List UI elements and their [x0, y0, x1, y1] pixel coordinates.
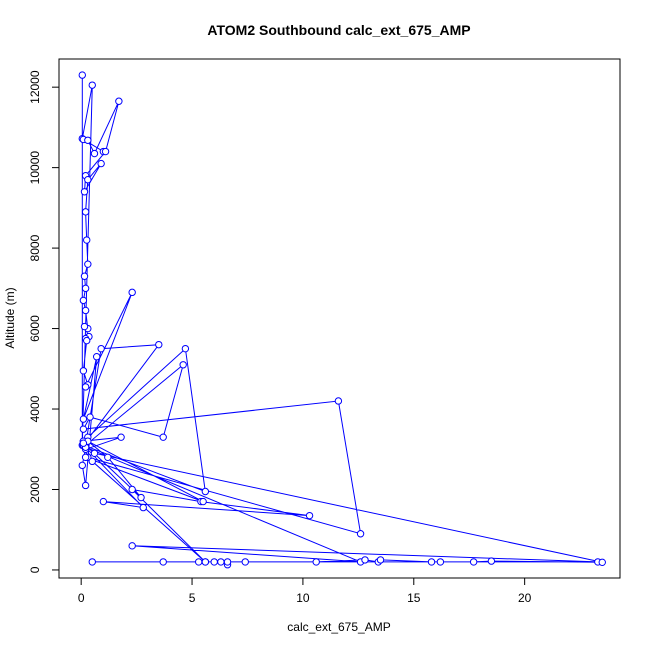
data-point — [223, 558, 232, 566]
data-point — [241, 558, 249, 566]
data-point — [104, 453, 112, 462]
data-point — [137, 493, 145, 502]
data-point — [101, 147, 110, 156]
data-point — [128, 542, 136, 550]
data-point — [79, 296, 88, 305]
y-axis: 0 2000 4000 6000 8000 10000 12000 — [28, 70, 60, 573]
data-point — [78, 461, 86, 470]
y-tick-label: 10000 — [28, 151, 42, 185]
data-point — [81, 453, 90, 462]
data-point — [90, 449, 99, 457]
data-point — [128, 288, 136, 297]
data-point — [88, 457, 96, 466]
data-point — [88, 81, 96, 89]
data-point — [81, 383, 90, 391]
x-tick-label: 10 — [296, 591, 310, 605]
data-point — [427, 558, 436, 566]
data-point — [80, 322, 89, 331]
data-point — [79, 439, 88, 447]
data-point — [159, 558, 167, 566]
data-point — [81, 208, 90, 216]
data-point — [79, 415, 88, 423]
data-point — [84, 175, 92, 184]
x-axis-label: calc_ext_675_AMP — [287, 620, 390, 634]
data-point — [84, 136, 92, 144]
data-point — [83, 336, 91, 345]
y-axis-label: Altitude (m) — [3, 287, 17, 348]
x-tick-label: 5 — [189, 591, 196, 605]
series-line — [81, 75, 603, 566]
data-point — [117, 433, 125, 441]
data-point — [361, 556, 369, 564]
x-tick-label: 20 — [518, 591, 532, 605]
data-point — [90, 149, 99, 158]
data-point — [128, 485, 136, 494]
x-axis: 0 5 10 15 20 — [78, 577, 532, 605]
y-tick-label: 6000 — [28, 315, 42, 342]
data-point — [80, 188, 89, 196]
data-point — [86, 413, 94, 421]
data-point — [139, 503, 147, 512]
data-point — [179, 361, 187, 369]
data-point — [194, 558, 203, 566]
x-tick-label: 0 — [78, 591, 85, 605]
data-point — [217, 558, 225, 566]
data-point — [81, 284, 90, 293]
chart-title: ATOM2 Southbound calc_ext_675_AMP — [207, 22, 470, 38]
data-point — [356, 530, 365, 538]
data-point — [598, 558, 606, 567]
data-point — [199, 497, 207, 506]
data-point — [84, 260, 92, 268]
data-point — [469, 558, 478, 566]
y-tick-label: 2000 — [28, 476, 42, 503]
y-tick-label: 12000 — [28, 70, 42, 104]
data-point — [305, 511, 314, 520]
y-tick-label: 0 — [28, 566, 42, 573]
series-layer — [78, 71, 606, 569]
data-point — [436, 558, 445, 566]
data-point — [81, 306, 90, 315]
data-point — [97, 344, 105, 353]
data-point — [210, 558, 218, 566]
y-tick-label: 8000 — [28, 234, 42, 261]
data-point — [92, 353, 101, 361]
data-point — [79, 367, 88, 375]
data-point — [159, 433, 167, 441]
data-point — [201, 558, 210, 566]
data-point — [334, 397, 343, 405]
y-tick-label: 4000 — [28, 395, 42, 422]
data-point — [376, 556, 385, 564]
data-point — [181, 344, 190, 353]
data-point — [80, 272, 89, 280]
data-point — [81, 481, 90, 490]
data-point — [99, 497, 108, 506]
data-point — [97, 159, 105, 168]
data-point — [201, 487, 210, 496]
data-point — [312, 558, 320, 566]
data-point — [78, 71, 86, 79]
data-point — [79, 425, 88, 433]
data-point — [115, 97, 123, 105]
data-point — [88, 558, 96, 566]
x-tick-label: 15 — [407, 591, 421, 605]
data-point — [155, 340, 163, 349]
data-point — [83, 236, 91, 244]
data-point — [487, 557, 496, 565]
